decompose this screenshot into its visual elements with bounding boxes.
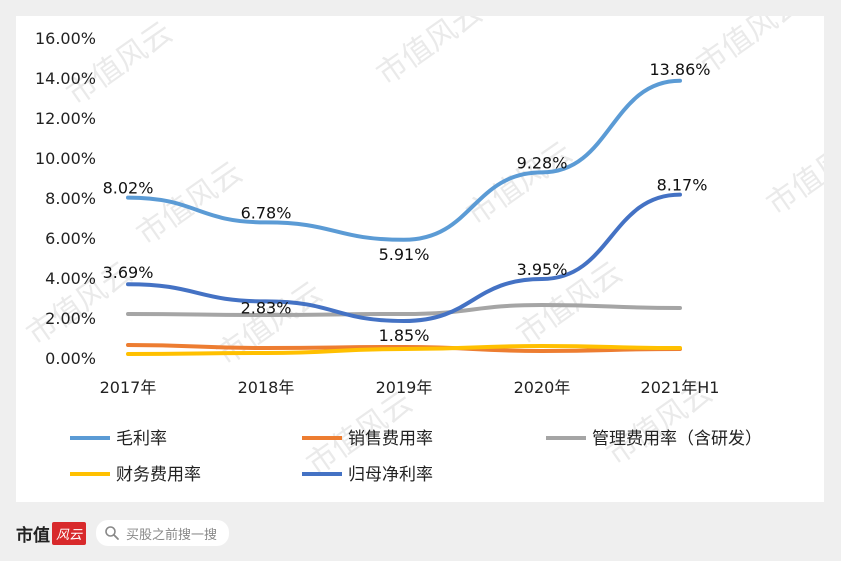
y-tick-label: 14.00% bbox=[35, 69, 96, 88]
data-label: 8.17% bbox=[657, 176, 708, 195]
y-tick-label: 10.00% bbox=[35, 149, 96, 168]
search-box[interactable]: 买股之前搜一搜 bbox=[96, 520, 230, 546]
y-tick-label: 2.00% bbox=[45, 309, 96, 328]
data-label: 8.02% bbox=[103, 179, 154, 198]
series-line bbox=[126, 302, 682, 318]
y-tick-label: 8.00% bbox=[45, 189, 96, 208]
data-label: 3.69% bbox=[103, 263, 154, 282]
x-tick-label: 2021年H1 bbox=[641, 378, 720, 397]
data-label: 9.28% bbox=[517, 153, 568, 172]
legend-label: 归母净利率 bbox=[348, 465, 433, 485]
legend-label: 管理费用率（含研发） bbox=[592, 429, 762, 449]
brand-logo-badge: 风云 bbox=[52, 521, 87, 545]
watermark-text: 市值风云 bbox=[131, 155, 249, 252]
legend-label: 毛利率 bbox=[116, 429, 167, 449]
data-label-layer: 8.02% 6.78% 5.91% 9.28% 13.86% 3.69% 2.83% 1.85… bbox=[103, 60, 711, 345]
data-label: 13.86% bbox=[649, 60, 710, 79]
watermark-text: 市值风云 bbox=[461, 135, 579, 232]
series-line bbox=[126, 192, 682, 324]
legend: 毛利率 销售费用率 管理费用率（含研发） 财务费用率 归母净利率 bbox=[70, 429, 762, 485]
chart-card: 市值风云 市值风云 市值风云 市值风云 市值风云 市值风云 市值风云 市值风云 市值风云 市值风云… bbox=[16, 16, 824, 502]
x-tick-label: 2018年 bbox=[238, 378, 295, 397]
y-tick-label: 6.00% bbox=[45, 229, 96, 248]
series-line bbox=[126, 78, 682, 242]
x-tick-label: 2019年 bbox=[376, 378, 433, 397]
data-label: 5.91% bbox=[379, 245, 430, 264]
y-tick-label: 4.00% bbox=[45, 269, 96, 288]
search-placeholder: 买股之前搜一搜 bbox=[126, 527, 218, 543]
data-label: 6.78% bbox=[241, 203, 292, 222]
brand-logo-text: 市值 bbox=[16, 525, 50, 546]
watermark-text: 市值风云 bbox=[761, 125, 824, 222]
y-axis: 0.00% 2.00% 4.00% 6.00% 8.00% 10.00% 12.00% 14.… bbox=[35, 29, 96, 368]
footer-bar: 市值 风云 买股之前搜一搜 bbox=[16, 516, 230, 550]
legend-label: 财务费用率 bbox=[116, 465, 201, 485]
x-axis: 2017年 2018年 2019年 2020年 2021年H1 bbox=[100, 378, 720, 397]
data-label: 3.95% bbox=[517, 260, 568, 279]
y-tick-label: 12.00% bbox=[35, 109, 96, 128]
x-tick-label: 2020年 bbox=[514, 378, 571, 397]
data-label: 1.85% bbox=[379, 326, 430, 345]
y-tick-label: 0.00% bbox=[45, 349, 96, 368]
y-tick-label: 16.00% bbox=[35, 29, 96, 48]
watermark-text: 市值风云 bbox=[211, 275, 329, 372]
watermark-text: 市值风云 bbox=[371, 16, 489, 93]
legend-label: 销售费用率 bbox=[348, 429, 433, 449]
data-label: 2.83% bbox=[241, 298, 292, 317]
x-tick-label: 2017年 bbox=[100, 378, 157, 397]
search-icon bbox=[105, 526, 119, 540]
series-layer bbox=[126, 78, 682, 356]
